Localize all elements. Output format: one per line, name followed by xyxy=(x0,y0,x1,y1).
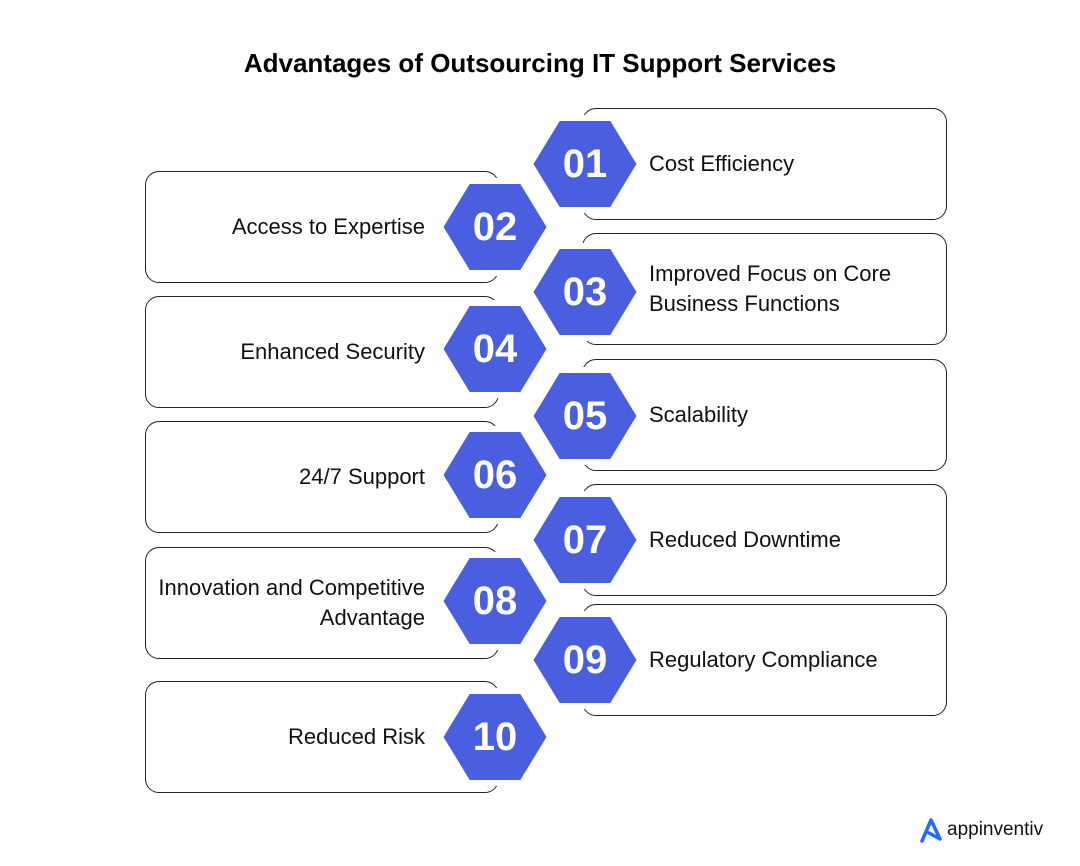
advantage-label: Scalability xyxy=(649,402,749,427)
number-hexagon: 09 xyxy=(524,608,646,712)
advantage-label: Access to Expertise xyxy=(231,214,425,239)
number-hexagon: 02 xyxy=(434,175,556,279)
appinventiv-a-logo-icon xyxy=(920,818,942,843)
item-number: 09 xyxy=(562,637,608,682)
number-hexagon: 03 xyxy=(524,240,646,344)
page-title: Advantages of Outsourcing IT Support Ser… xyxy=(243,48,837,78)
number-hexagon: 04 xyxy=(434,297,556,401)
item-number: 01 xyxy=(562,141,608,186)
advantage-label: Improved Focus on Core Business Function… xyxy=(649,261,892,316)
number-hexagon: 05 xyxy=(524,364,646,468)
advantage-label: Reduced Downtime xyxy=(649,527,841,552)
item-number: 05 xyxy=(562,393,608,438)
brand-logo: appinventiv xyxy=(918,817,1043,843)
logo-text: appinventiv xyxy=(947,819,1044,840)
advantage-label: Cost Efficiency xyxy=(649,151,795,176)
number-hexagon: 07 xyxy=(524,488,646,592)
item-number: 08 xyxy=(472,578,518,623)
item-number: 06 xyxy=(472,452,518,497)
advantage-label: Regulatory Compliance xyxy=(649,647,878,672)
item-number: 07 xyxy=(562,517,608,562)
item-number: 04 xyxy=(472,326,518,371)
advantage-card: Scalability xyxy=(582,359,947,471)
advantage-label: Innovation and Competitive Advantage xyxy=(158,575,425,630)
number-hexagon: 08 xyxy=(434,549,556,653)
advantage-label: 24/7 Support xyxy=(299,464,425,489)
advantage-card: Improved Focus on Core Business Function… xyxy=(582,233,947,345)
advantage-label: Reduced Risk xyxy=(288,724,425,749)
number-hexagon: 01 xyxy=(524,112,646,216)
item-number: 02 xyxy=(472,204,518,249)
item-number: 03 xyxy=(562,269,608,314)
item-number: 10 xyxy=(472,714,518,759)
number-hexagon: 10 xyxy=(434,685,556,789)
advantage-label: Enhanced Security xyxy=(240,339,425,364)
number-hexagon: 06 xyxy=(434,423,556,527)
